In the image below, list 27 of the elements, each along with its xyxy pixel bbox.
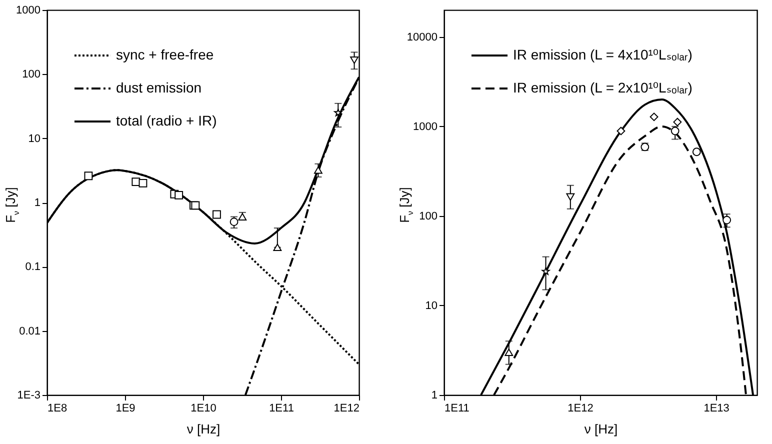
legend-label: total (radio + IR): [116, 112, 217, 128]
y-tick-label: 10: [425, 300, 438, 312]
legend-label: IR emission (L = 4x10¹⁰Lₛₒₗₐᵣ): [513, 46, 692, 62]
x-tick-label: 1E10: [190, 402, 216, 414]
y-tick-label: 1: [34, 197, 40, 209]
x-tick-label: 1E13: [704, 402, 730, 414]
legend-label: dust emission: [116, 80, 202, 96]
y-tick-label: 1E-3: [17, 390, 40, 402]
y-tick-label: 1000: [16, 4, 40, 16]
x-tick-label: 1E11: [269, 402, 294, 414]
legend-label: IR emission (L = 2x10¹⁰Lₛₒₗₐᵣ): [513, 80, 692, 96]
y-tick-label: 10: [28, 132, 40, 145]
x-axis-title: ν [Hz]: [584, 422, 618, 436]
y-tick-label: 100: [22, 68, 40, 81]
y-tick-label: 100: [419, 210, 438, 222]
x-tick-label: 1E9: [116, 402, 136, 414]
y-tick-label: 1: [431, 390, 438, 402]
y-tick-label: 0.01: [19, 325, 40, 338]
x-tick-label: 1E8: [48, 402, 68, 414]
x-tick-label: 1E12: [568, 402, 594, 414]
x-tick-label: 1E12: [334, 402, 360, 414]
y-tick-label: 1000: [413, 120, 438, 133]
y-tick-label: 10000: [406, 31, 438, 44]
y-tick-label: 0.1: [25, 261, 40, 274]
legend-label: sync + free-free: [116, 46, 214, 62]
x-tick-label: 1E11: [444, 402, 470, 414]
x-axis-title: ν [Hz]: [186, 422, 220, 436]
